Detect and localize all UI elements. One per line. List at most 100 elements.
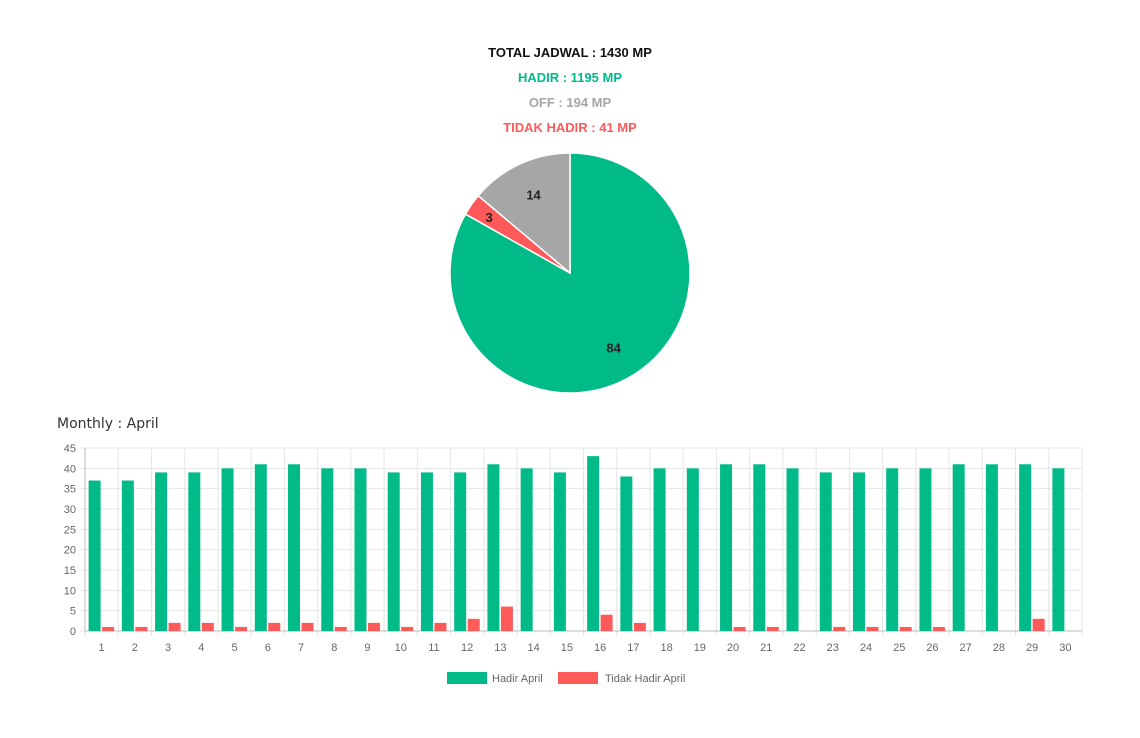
bar-hadir-april-15 (553, 472, 566, 631)
y-tick-label: 40 (64, 463, 76, 475)
bar-hadir-april-28 (985, 464, 998, 631)
bar-hadir-april-26 (919, 468, 932, 631)
pie-slice-hadir (449, 152, 691, 394)
bar-tidak-hadir-april-16 (600, 614, 613, 631)
bar-hadir-april-20 (720, 464, 733, 631)
x-tick-label: 29 (1026, 642, 1038, 654)
bar-hadir-april-19 (686, 468, 699, 631)
bar-hadir-april-21 (753, 464, 766, 631)
bar-tidak-hadir-april-25 (899, 626, 912, 631)
x-tick-label: 23 (827, 642, 839, 654)
x-tick-label: 19 (694, 642, 706, 654)
bar-hadir-april-1 (88, 480, 101, 631)
bar-hadir-april-22 (786, 468, 799, 631)
bar-tidak-hadir-april-12 (467, 618, 480, 631)
bar-tidak-hadir-april-8 (334, 626, 347, 631)
x-tick-label: 26 (926, 642, 938, 654)
off-label: OFF : 194 MP (528, 95, 612, 110)
bar-hadir-april-24 (852, 472, 865, 631)
bar-hadir-april-3 (155, 472, 168, 631)
bar-tidak-hadir-april-23 (833, 626, 846, 631)
bar-tidak-hadir-april-26 (932, 626, 945, 631)
bar-tidak-hadir-april-24 (866, 626, 879, 631)
y-tick-label: 45 (64, 443, 76, 455)
bar-tidak-hadir-april-10 (401, 626, 414, 631)
y-tick-label: 5 (70, 606, 76, 618)
bar-tidak-hadir-april-29 (1032, 618, 1045, 631)
legend-label: Hadir April (492, 673, 543, 685)
y-tick-label: 15 (64, 565, 76, 577)
x-tick-label: 8 (331, 642, 337, 654)
bar-tidak-hadir-april-20 (733, 626, 746, 631)
bar-hadir-april-17 (620, 476, 633, 631)
bar-tidak-hadir-april-11 (434, 622, 447, 631)
x-tick-label: 10 (395, 642, 407, 654)
bar-hadir-april-8 (321, 468, 334, 631)
bar-hadir-april-18 (653, 468, 666, 631)
pie-label-hadir: 84 (606, 341, 621, 356)
x-tick-label: 13 (494, 642, 506, 654)
x-tick-label: 9 (364, 642, 370, 654)
x-tick-label: 7 (298, 642, 304, 654)
x-tick-label: 21 (760, 642, 772, 654)
bar-hadir-april-25 (886, 468, 899, 631)
x-tick-label: 30 (1059, 642, 1071, 654)
bar-hadir-april-6 (254, 464, 267, 631)
pie-label-off: 14 (526, 188, 541, 203)
y-tick-label: 30 (64, 504, 76, 516)
x-tick-label: 5 (231, 642, 237, 654)
x-tick-label: 22 (793, 642, 805, 654)
x-tick-label: 16 (594, 642, 606, 654)
bar-hadir-april-5 (221, 468, 234, 631)
bar-hadir-april-30 (1052, 468, 1065, 631)
tidak-hadir-label: TIDAK HADIR : 41 MP (503, 120, 637, 135)
bar-hadir-april-9 (354, 468, 367, 631)
bar-tidak-hadir-april-9 (367, 622, 380, 631)
bar-tidak-hadir-april-4 (201, 622, 214, 631)
bar-tidak-hadir-april-17 (633, 622, 646, 631)
bar-hadir-april-11 (420, 472, 433, 631)
bar-tidak-hadir-april-3 (168, 622, 181, 631)
x-tick-label: 15 (561, 642, 573, 654)
y-tick-label: 0 (70, 626, 76, 638)
x-tick-label: 11 (428, 642, 439, 654)
y-tick-label: 35 (64, 484, 76, 496)
bar-hadir-april-10 (387, 472, 400, 631)
summary-block: TOTAL JADWAL : 1430 MP HADIR : 1195 MP O… (0, 40, 1140, 140)
y-tick-label: 25 (64, 524, 76, 536)
bar-hadir-april-27 (952, 464, 965, 631)
bar-tidak-hadir-april-21 (766, 626, 779, 631)
bar-tidak-hadir-april-5 (235, 626, 248, 631)
bar-tidak-hadir-april-1 (102, 626, 115, 631)
x-tick-label: 20 (727, 642, 739, 654)
legend-label: Tidak Hadir April (605, 673, 685, 685)
bar-tidak-hadir-april-6 (268, 622, 281, 631)
y-tick-label: 20 (64, 545, 76, 557)
bar-hadir-april-16 (587, 456, 600, 631)
x-tick-label: 17 (627, 642, 639, 654)
x-tick-label: 3 (165, 642, 171, 654)
bar-tidak-hadir-april-13 (500, 606, 513, 631)
hadir-label: HADIR : 1195 MP (517, 70, 623, 85)
monthly-chart-title: Monthly : April (57, 416, 159, 432)
bar-tidak-hadir-april-2 (135, 626, 148, 631)
attendance-pie-chart: 84 3 14 (449, 152, 691, 394)
bar-hadir-april-23 (819, 472, 832, 631)
pie-slice-off (477, 152, 571, 275)
x-tick-label: 14 (528, 642, 540, 654)
legend-swatch (558, 672, 598, 684)
bar-hadir-april-2 (121, 480, 134, 631)
bar-hadir-april-29 (1019, 464, 1032, 631)
x-tick-label: 25 (893, 642, 905, 654)
bar-tidak-hadir-april-7 (301, 622, 314, 631)
bar-hadir-april-7 (288, 464, 301, 631)
x-tick-label: 18 (660, 642, 672, 654)
x-tick-label: 27 (960, 642, 972, 654)
bar-hadir-april-4 (188, 472, 201, 631)
x-tick-label: 24 (860, 642, 872, 654)
x-tick-label: 1 (99, 642, 105, 654)
bar-hadir-april-12 (454, 472, 467, 631)
bar-hadir-april-13 (487, 464, 500, 631)
x-tick-label: 28 (993, 642, 1005, 654)
x-tick-label: 12 (461, 642, 473, 654)
